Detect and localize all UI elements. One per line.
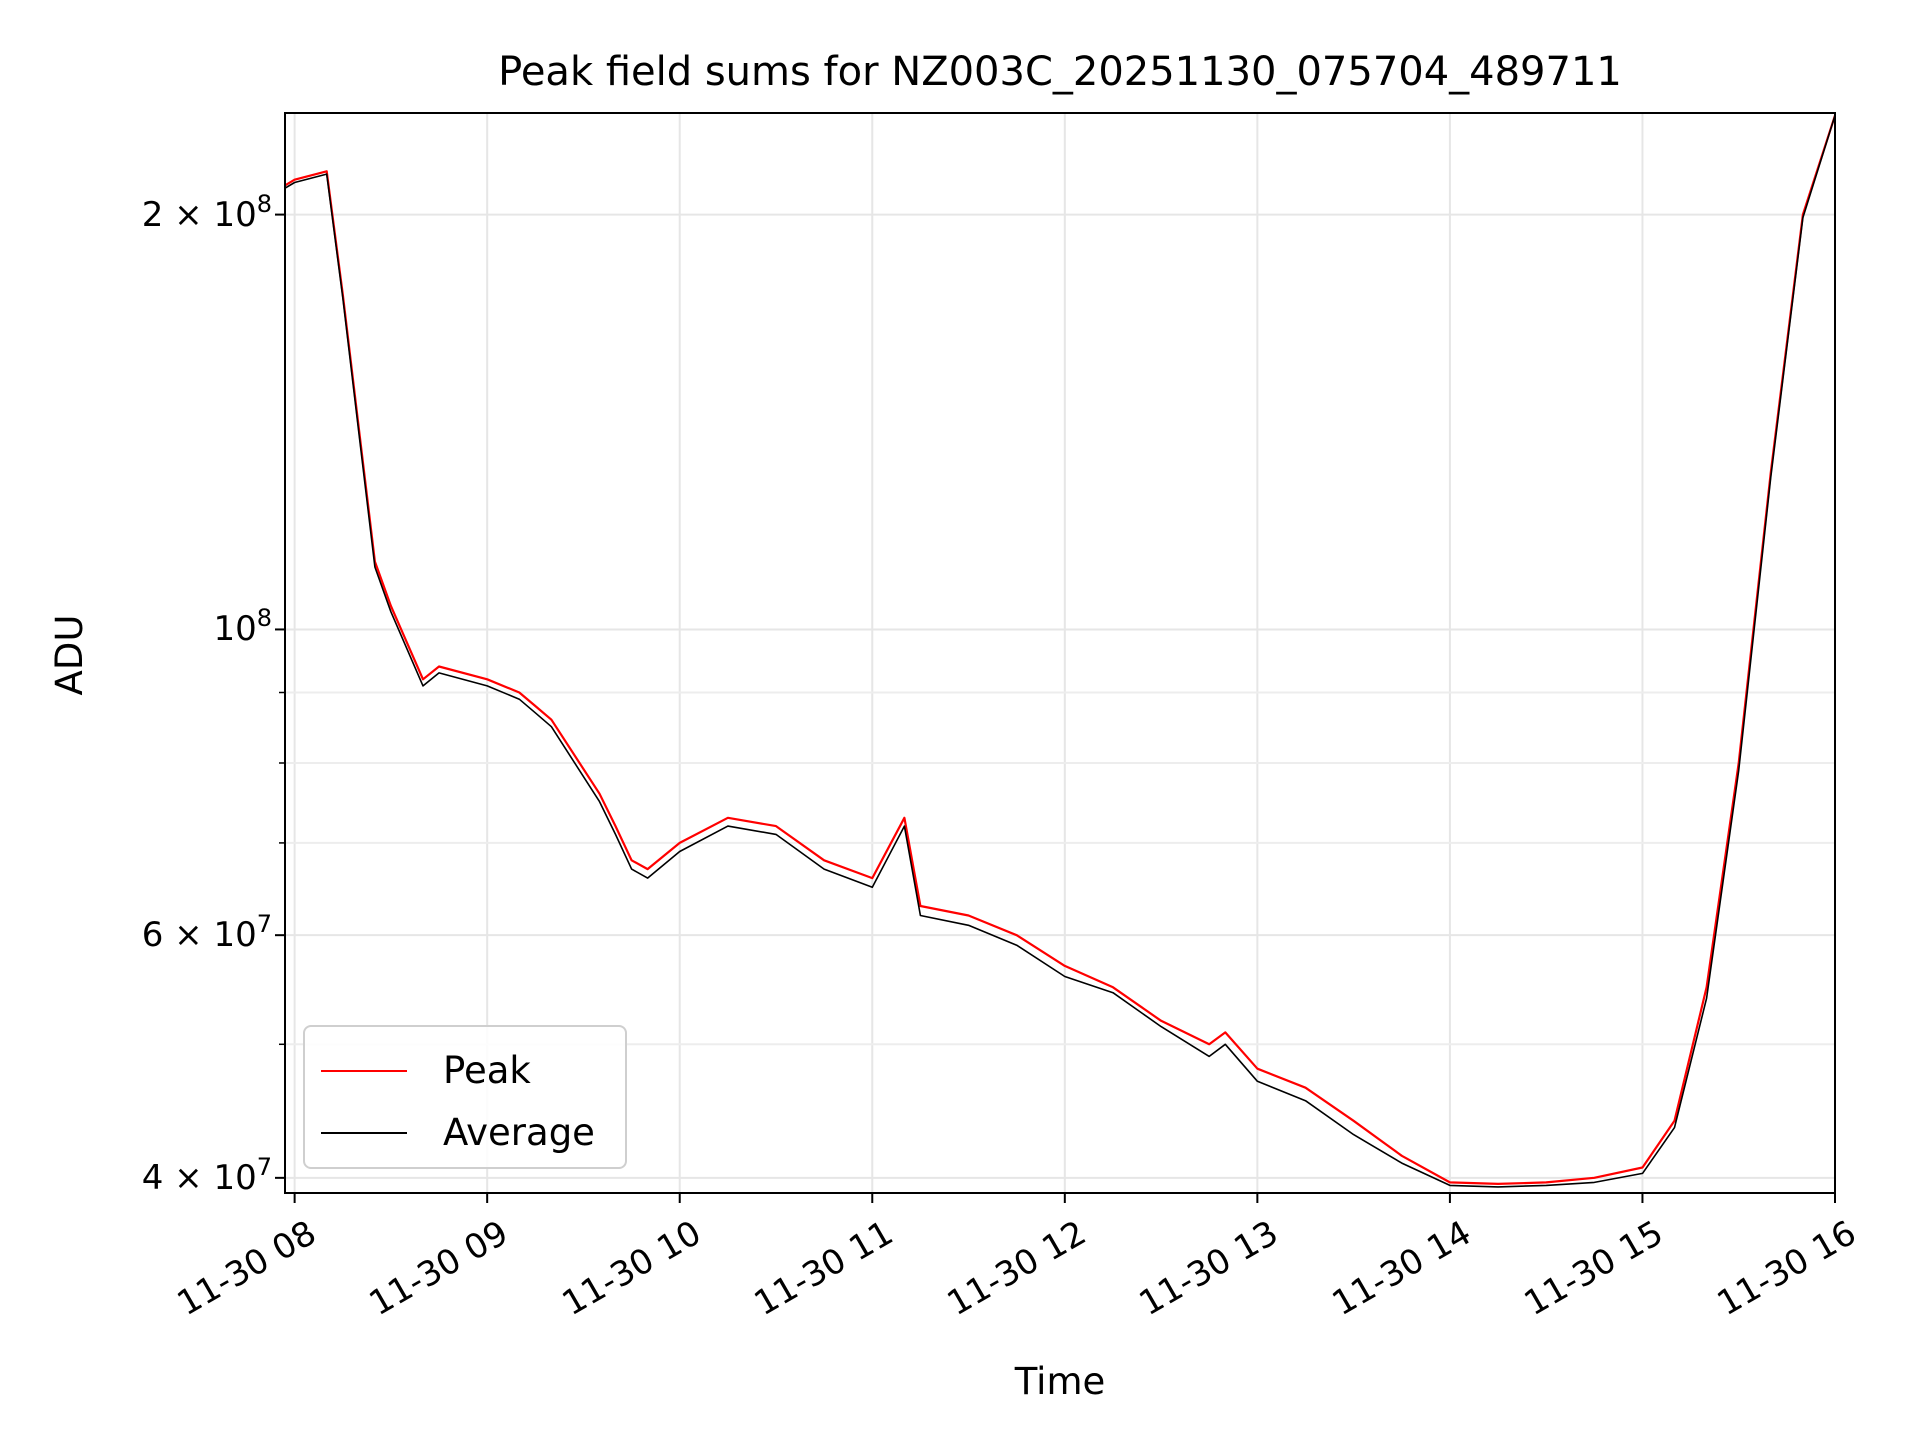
y-tick-label: 4 × 107: [141, 1152, 272, 1198]
y-tick-label: 6 × 107: [141, 910, 272, 956]
grid-lines: [285, 113, 1836, 1193]
chart-title: Peak field sums for NZ003C_20251130_0757…: [498, 49, 1622, 95]
legend-item-average: Average: [321, 1111, 595, 1155]
legend: Peak Average: [303, 1025, 627, 1169]
legend-label-average: Average: [443, 1111, 595, 1154]
series-lines: [284, 115, 1837, 1188]
x-axis-label: Time: [1014, 1360, 1106, 1403]
series-line-peak: [284, 115, 1837, 1186]
legend-swatch-average: [321, 1132, 407, 1134]
y-tick-label: 108: [213, 604, 272, 650]
y-axis-label: ADU: [48, 614, 91, 696]
legend-label-peak: Peak: [443, 1049, 531, 1092]
legend-item-peak: Peak: [321, 1049, 531, 1093]
y-tick-label: 2 × 108: [141, 189, 272, 235]
tick-marks: [275, 213, 1836, 1203]
series-line-average: [284, 115, 1836, 1188]
legend-swatch-peak: [321, 1070, 407, 1072]
plot-frame: [284, 112, 1836, 1194]
